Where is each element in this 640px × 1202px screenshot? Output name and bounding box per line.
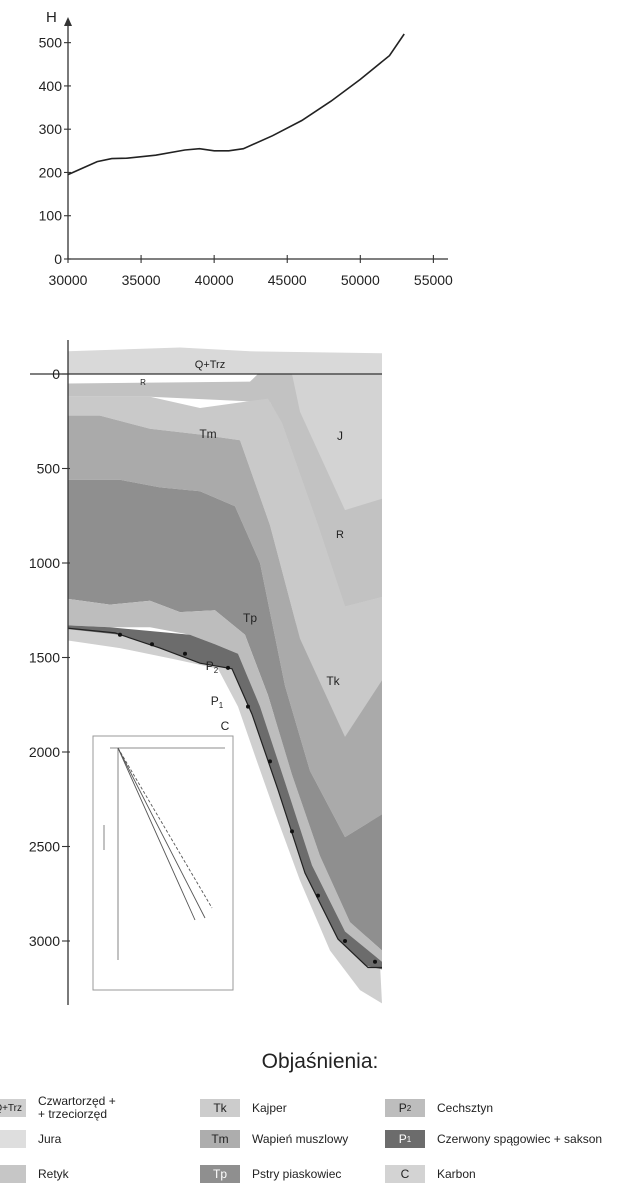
legend-swatch-tp: Tp [200, 1165, 240, 1183]
depth-tick-label: 2000 [29, 744, 60, 760]
unit-label-j: J [337, 429, 343, 443]
boundary-point [246, 705, 250, 709]
legend-item-qtrz: Q+Trz Czwartorzęd + + trzeciorzęd [0, 1092, 116, 1124]
boundary-point [268, 759, 272, 763]
legend-label-retyk: Retyk [38, 1168, 69, 1181]
y-tick-label: 400 [39, 78, 63, 94]
legend-swatch-tk: Tk [200, 1099, 240, 1117]
y-axis-arrow [64, 17, 72, 26]
y-axis-label: H [46, 9, 57, 26]
y-tick-label: 300 [39, 121, 63, 137]
legend-swatch-c: C [385, 1165, 425, 1183]
elevation-line-chart: 30000 35000 40000 45000 50000 55000 0 100 200 300… [0, 0, 640, 300]
depth-ticks: 0 500 1000 1500 2000 2500 3000 [29, 366, 70, 949]
y-tick-label: 500 [39, 35, 63, 51]
legend-code-tp: Tp [213, 1167, 227, 1181]
legend-label-jura: Jura [38, 1133, 61, 1146]
boundary-point [290, 829, 294, 833]
legend-swatch-retyk: R [0, 1165, 26, 1183]
legend-item-tk: Tk Kajper [200, 1097, 287, 1119]
boundary-point [343, 939, 347, 943]
boundary-point [373, 960, 377, 964]
legend-code-sub-p1: 1 [407, 1135, 411, 1144]
legend-code-retyk: R [2, 1167, 11, 1181]
legend-item-tm: Tm Wapień muszlowy [200, 1128, 348, 1150]
unit-label-c: C [221, 719, 230, 733]
y-tick-label: 0 [54, 251, 62, 267]
legend-label-p2: Cechsztyn [437, 1102, 493, 1115]
legend-label-tp: Pstry piaskowiec [252, 1168, 341, 1181]
unit-label-tm: Tm [199, 427, 216, 441]
legend-item-tp: Tp Pstry piaskowiec [200, 1163, 341, 1185]
x-tick-label: 35000 [122, 272, 161, 288]
unit-label-qtrz: Q+Trz [195, 359, 225, 371]
unit-label-r-top: R [140, 378, 146, 387]
x-tick-label: 30000 [49, 272, 88, 288]
legend-item-jura: J Jura [0, 1128, 61, 1150]
depth-tick-label: 2500 [29, 839, 60, 855]
boundary-point [150, 642, 154, 646]
y-tick-label: 200 [39, 164, 63, 180]
legend-label-c: Karbon [437, 1168, 476, 1181]
unit-label-p1: P1 [211, 694, 224, 710]
inset-plot [93, 736, 233, 990]
legend-code-p1: P [399, 1132, 407, 1146]
legend-swatch-jura: J [0, 1130, 26, 1148]
y-tick-label: 100 [39, 208, 63, 224]
unit-label-sub-p1: 1 [219, 701, 224, 710]
boundary-point [183, 652, 187, 656]
unit-label-r-right: R [336, 529, 344, 541]
boundary-point [226, 666, 230, 670]
unit-label-tp: Tp [243, 611, 257, 625]
depth-tick-label: 3000 [29, 933, 60, 949]
unit-label-sub-p2: 2 [214, 666, 219, 675]
legend-code-tm: Tm [211, 1132, 228, 1146]
legend-label-qtrz: Czwartorzęd + + trzeciorzęd [38, 1095, 116, 1121]
legend-label-tm: Wapień muszlowy [252, 1133, 348, 1146]
legend-item-c: C Karbon [385, 1163, 476, 1185]
boundary-point [316, 894, 320, 898]
legend-title: Objaśnienia: [0, 1050, 640, 1074]
legend-code-c: C [401, 1167, 410, 1181]
legend-code-tk: Tk [213, 1101, 226, 1115]
unit-label-tk: Tk [326, 674, 340, 688]
legend-code-jura: J [3, 1132, 9, 1146]
depth-tick-label: 1500 [29, 650, 60, 666]
legend-item-retyk: R Retyk [0, 1163, 69, 1185]
legend-label-p1: Czerwony spągowiec + sakson [437, 1133, 602, 1146]
depth-tick-label: 500 [37, 461, 61, 477]
legend-swatch-tm: Tm [200, 1130, 240, 1148]
series-line [68, 34, 404, 175]
x-tick-label: 45000 [268, 272, 307, 288]
legend-swatch-qtrz: Q+Trz [0, 1099, 26, 1117]
x-tick-label: 50000 [341, 272, 380, 288]
legend-code-p2: P [399, 1101, 407, 1115]
boundary-point [118, 633, 122, 637]
legend-code-qtrz: Q+Trz [0, 1103, 22, 1114]
x-tick-label: 40000 [195, 272, 234, 288]
depth-tick-label: 0 [52, 366, 60, 382]
legend-code-sub-p2: 2 [407, 1104, 411, 1113]
depth-tick-label: 1000 [29, 555, 60, 571]
x-tick-label: 55000 [414, 272, 453, 288]
legend-label-tk: Kajper [252, 1102, 287, 1115]
